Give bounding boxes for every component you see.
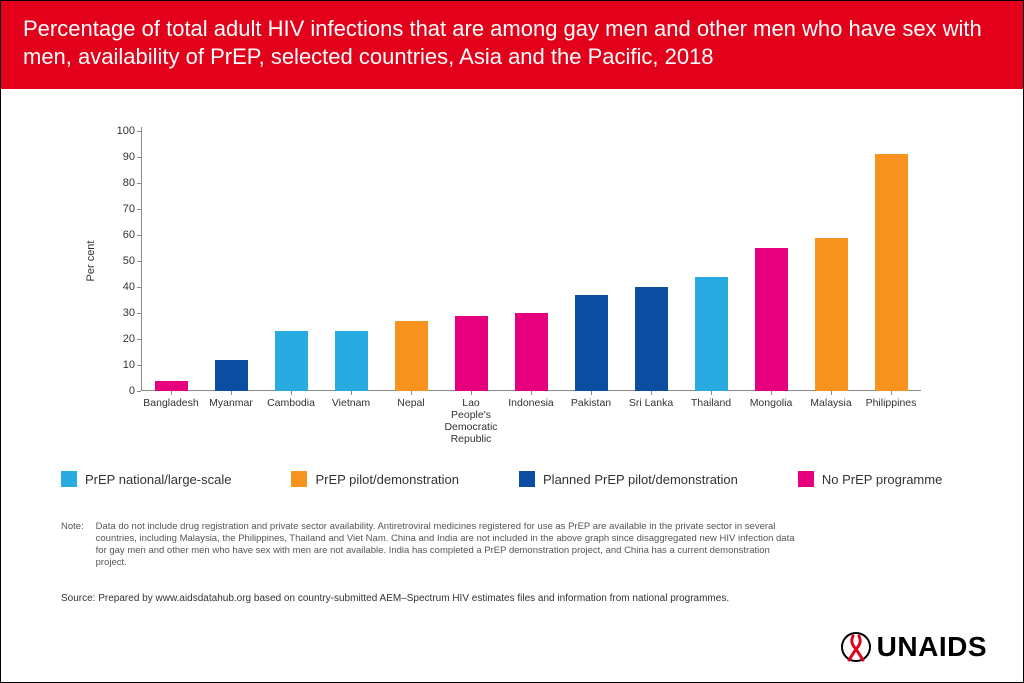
x-tick bbox=[231, 391, 232, 395]
page-root: Percentage of total adult HIV infections… bbox=[0, 0, 1024, 683]
y-axis-label: Per cent bbox=[85, 241, 97, 282]
y-tick-label: 30 bbox=[123, 307, 135, 319]
legend-label: No PrEP programme bbox=[822, 472, 942, 487]
x-tick-label: Myanmar bbox=[203, 397, 260, 409]
bar bbox=[575, 295, 608, 391]
y-tick bbox=[137, 131, 141, 132]
bar bbox=[275, 331, 308, 391]
x-tick-label: Lao People's Democratic Republic bbox=[443, 397, 500, 445]
y-tick-label: 80 bbox=[123, 177, 135, 189]
header-bar: Percentage of total adult HIV infections… bbox=[1, 1, 1023, 89]
source-line: Source: Prepared by www.aidsdatahub.org … bbox=[61, 593, 921, 604]
x-tick-label: Thailand bbox=[683, 397, 740, 409]
bar bbox=[635, 287, 668, 391]
x-tick-label: Bangladesh bbox=[143, 397, 200, 409]
x-tick bbox=[351, 391, 352, 395]
y-tick bbox=[137, 391, 141, 392]
bar bbox=[515, 313, 548, 391]
x-tick-label: Sri Lanka bbox=[623, 397, 680, 409]
y-tick-label: 0 bbox=[129, 385, 135, 397]
footnote-label: Note: bbox=[61, 521, 93, 533]
x-tick-label: Philippines bbox=[863, 397, 920, 409]
legend-swatch bbox=[798, 471, 814, 487]
bar-chart: Per cent 0 10 20 30 40 50 60 70 80 90 100 Banglades… bbox=[1, 121, 1024, 471]
legend-item: No PrEP programme bbox=[798, 471, 942, 487]
y-tick-label: 40 bbox=[123, 281, 135, 293]
bar bbox=[455, 316, 488, 391]
x-tick-label: Nepal bbox=[383, 397, 440, 409]
unaids-logo: UNAIDS bbox=[841, 630, 987, 664]
bar bbox=[215, 360, 248, 391]
y-tick bbox=[137, 313, 141, 314]
footnote: Note: Data do not include drug registrat… bbox=[61, 521, 821, 569]
legend: PrEP national/large-scale PrEP pilot/demo… bbox=[61, 471, 981, 487]
y-tick bbox=[137, 235, 141, 236]
x-tick bbox=[771, 391, 772, 395]
y-tick-label: 10 bbox=[123, 359, 135, 371]
x-tick bbox=[531, 391, 532, 395]
footnote-body: Data do not include drug registration an… bbox=[96, 521, 796, 569]
y-tick bbox=[137, 183, 141, 184]
x-tick bbox=[471, 391, 472, 395]
y-tick-label: 90 bbox=[123, 151, 135, 163]
legend-item: PrEP national/large-scale bbox=[61, 471, 231, 487]
x-tick-label: Indonesia bbox=[503, 397, 560, 409]
x-tick bbox=[591, 391, 592, 395]
legend-swatch bbox=[61, 471, 77, 487]
x-tick-label: Pakistan bbox=[563, 397, 620, 409]
plot-area: Per cent 0102030405060708090100Banglades… bbox=[141, 131, 921, 391]
x-tick-label: Vietnam bbox=[323, 397, 380, 409]
legend-label: PrEP pilot/demonstration bbox=[315, 472, 459, 487]
y-tick bbox=[137, 339, 141, 340]
y-tick-label: 50 bbox=[123, 255, 135, 267]
y-tick bbox=[137, 261, 141, 262]
x-tick bbox=[891, 391, 892, 395]
legend-swatch bbox=[519, 471, 535, 487]
bar bbox=[875, 154, 908, 391]
legend-swatch bbox=[291, 471, 307, 487]
y-tick-label: 20 bbox=[123, 333, 135, 345]
bar bbox=[815, 238, 848, 391]
legend-item: Planned PrEP pilot/demonstration bbox=[519, 471, 738, 487]
page-title: Percentage of total adult HIV infections… bbox=[23, 15, 1001, 71]
x-tick-label: Mongolia bbox=[743, 397, 800, 409]
x-tick bbox=[411, 391, 412, 395]
x-tick-label: Cambodia bbox=[263, 397, 320, 409]
bar bbox=[695, 277, 728, 391]
legend-label: Planned PrEP pilot/demonstration bbox=[543, 472, 738, 487]
logo-text: UNAIDS bbox=[877, 631, 987, 663]
y-tick-label: 60 bbox=[123, 229, 135, 241]
bar bbox=[335, 331, 368, 391]
y-tick bbox=[137, 209, 141, 210]
x-tick bbox=[291, 391, 292, 395]
legend-item: PrEP pilot/demonstration bbox=[291, 471, 459, 487]
y-tick bbox=[137, 287, 141, 288]
y-axis bbox=[141, 127, 142, 391]
y-tick-label: 70 bbox=[123, 203, 135, 215]
legend-label: PrEP national/large-scale bbox=[85, 472, 231, 487]
x-tick bbox=[711, 391, 712, 395]
ribbon-icon bbox=[841, 630, 871, 664]
x-tick bbox=[171, 391, 172, 395]
bar bbox=[755, 248, 788, 391]
x-tick bbox=[651, 391, 652, 395]
y-tick bbox=[137, 157, 141, 158]
bar bbox=[155, 381, 188, 391]
x-tick bbox=[831, 391, 832, 395]
bar bbox=[395, 321, 428, 391]
x-tick-label: Malaysia bbox=[803, 397, 860, 409]
y-tick bbox=[137, 365, 141, 366]
y-tick-label: 100 bbox=[117, 125, 135, 137]
